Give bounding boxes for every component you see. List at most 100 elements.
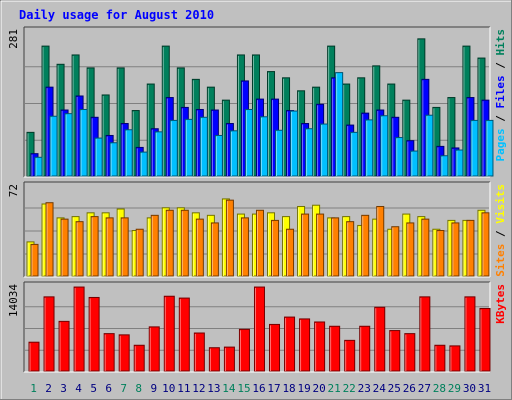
bar-kbytes-day-2 [43,296,55,372]
bar-sites-day-22 [346,221,355,277]
bar-pages-day-18 [290,110,299,177]
x-tick-day-25: 25 [388,382,401,395]
legend-separator: / [494,224,507,244]
bar-sites-day-24 [376,205,385,277]
bar-kbytes-day-7 [118,334,130,372]
bar-sites-day-9 [150,214,159,277]
bar-kbytes-day-22 [344,339,356,372]
bar-pages-day-17 [275,129,284,177]
bar-pages-day-13 [214,134,223,177]
bar-pages-day-7 [124,129,133,177]
bar-kbytes-day-23 [359,325,371,372]
bar-kbytes-day-1 [28,341,40,372]
x-tick-day-2: 2 [45,382,52,395]
x-tick-day-24: 24 [373,382,387,395]
bar-pages-day-1 [34,156,43,177]
bar-pages-day-20 [320,123,329,177]
legend-pages: Pages [494,128,507,161]
bar-sites-day-13 [210,222,219,277]
bar-sites-day-14 [225,199,234,277]
bar-sites-day-16 [255,209,264,277]
bar-kbytes-day-12 [193,332,205,372]
bar-sites-day-8 [135,228,144,277]
bar-pages-day-3 [64,113,73,177]
x-tick-day-20: 20 [313,382,326,395]
bar-sites-day-31 [481,212,490,277]
bar-kbytes-day-17 [269,323,281,372]
x-tick-day-26: 26 [403,382,416,395]
bar-pages-day-10 [169,119,178,177]
bar-kbytes-day-18 [284,316,296,372]
bar-kbytes-day-21 [329,325,341,372]
bar-pages-day-2 [49,115,58,177]
bar-pages-day-23 [365,119,374,177]
bar-sites-day-25 [391,226,400,277]
bar-kbytes-day-10 [163,295,175,372]
panel-kbytes-legend: KBytes [494,284,507,324]
bar-sites-day-11 [180,209,189,277]
legend-separator: / [494,56,507,76]
legend-sites: Sites [494,244,507,277]
bar-sites-day-21 [331,217,340,277]
bar-sites-day-18 [286,228,295,277]
bar-kbytes-day-13 [208,347,220,372]
panel-visits-sites-legend: Sites / Visits [494,184,507,277]
bar-sites-day-20 [316,213,325,277]
bar-pages-day-22 [350,131,359,177]
x-tick-day-4: 4 [75,382,82,395]
bar-sites-day-29 [451,222,460,277]
panel-hits-files-pages-legend: Pages / Files / Hits [494,29,507,162]
bar-pages-day-21 [335,72,344,177]
x-tick-day-14: 14 [222,382,236,395]
panel-visits-sites-ymax-label: 72 [7,184,20,197]
x-tick-day-29: 29 [448,382,461,395]
x-tick-day-9: 9 [150,382,157,395]
legend-separator: / [494,109,507,129]
bar-sites-day-3 [60,218,69,277]
x-tick-day-6: 6 [105,382,112,395]
bar-kbytes-day-27 [419,296,431,372]
x-tick-day-31: 31 [478,382,491,395]
bar-sites-day-26 [406,222,415,277]
bar-kbytes-day-15 [238,328,250,372]
bar-kbytes-day-29 [449,345,461,372]
x-tick-day-8: 8 [135,382,142,395]
bar-pages-day-15 [244,108,253,177]
bar-pages-day-12 [199,116,208,177]
bar-pages-day-24 [380,115,389,177]
legend-kbytes: KBytes [494,284,507,324]
x-tick-day-30: 30 [463,382,476,395]
bar-kbytes-day-25 [389,330,401,372]
bar-sites-day-1 [30,243,39,277]
bar-kbytes-day-31 [479,307,491,372]
x-tick-day-22: 22 [343,382,356,395]
bar-kbytes-day-9 [148,326,160,372]
bar-pages-day-8 [139,151,148,177]
bar-kbytes-day-6 [103,333,115,372]
bar-kbytes-day-20 [314,321,326,372]
bar-kbytes-day-14 [223,346,235,372]
bar-sites-day-30 [466,219,475,277]
x-tick-day-1: 1 [30,382,37,395]
bar-pages-day-19 [305,128,314,177]
x-tick-day-27: 27 [418,382,431,395]
x-tick-day-3: 3 [60,382,67,395]
chart-title: Daily usage for August 2010 [19,8,214,22]
bar-sites-day-17 [271,219,280,277]
x-tick-day-11: 11 [177,382,190,395]
bar-sites-day-6 [105,217,114,277]
x-tick-day-13: 13 [207,382,220,395]
bar-sites-day-19 [301,213,310,277]
bar-pages-day-6 [109,142,118,177]
bar-kbytes-day-3 [58,320,70,372]
bar-sites-day-28 [436,230,445,277]
bar-sites-day-2 [45,202,54,277]
x-tick-day-16: 16 [252,382,265,395]
bar-pages-day-11 [184,118,193,177]
bar-pages-day-26 [410,150,419,177]
bar-kbytes-day-16 [253,286,265,372]
bar-sites-day-7 [120,217,129,277]
bar-kbytes-day-24 [374,306,386,372]
